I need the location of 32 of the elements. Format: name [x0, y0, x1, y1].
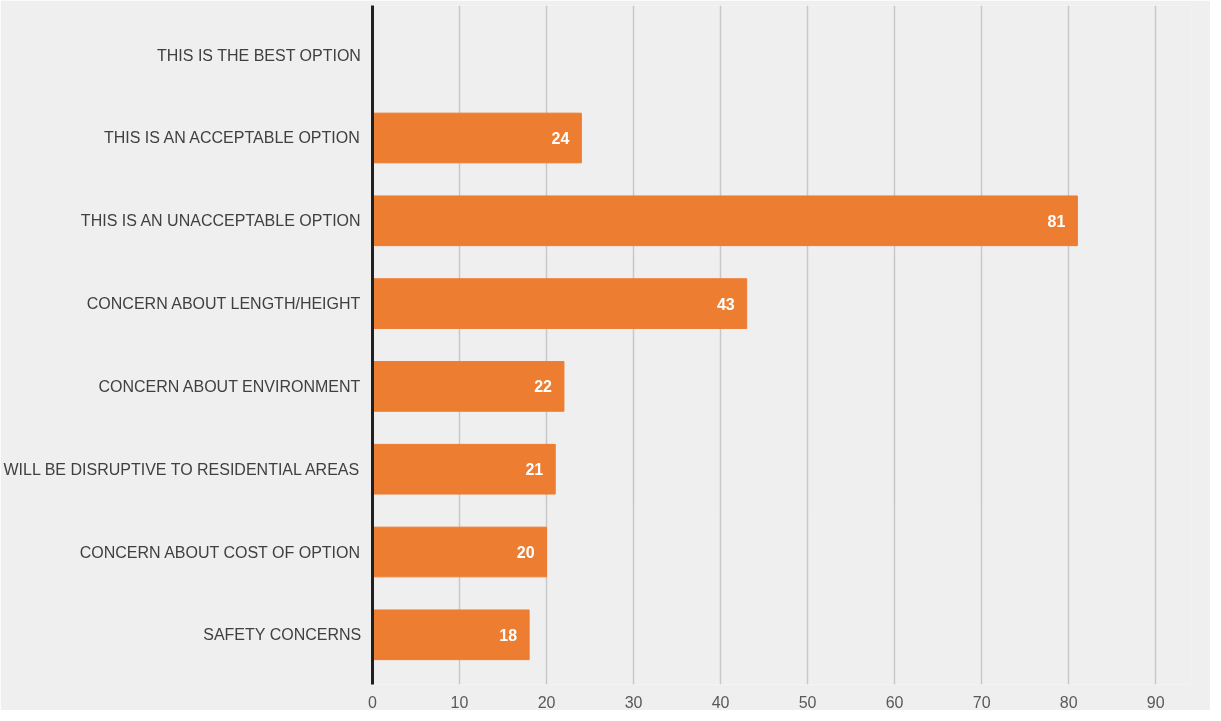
data-label: 24 [551, 129, 570, 147]
bar [372, 443, 556, 495]
y-tick-label: THIS IS THE BEST OPTION [157, 46, 361, 64]
data-label: 21 [525, 461, 544, 479]
bar [372, 361, 565, 412]
x-tick-label: 50 [798, 693, 817, 711]
bar [372, 609, 530, 661]
x-tick-label: 30 [624, 693, 643, 711]
x-tick-label: 40 [711, 693, 730, 711]
y-tick-label: THIS IS AN UNACCEPTABLE OPTION [80, 212, 361, 230]
y-tick-label: THIS IS AN ACCEPTABLE OPTION [103, 129, 360, 147]
x-tick-label: 90 [1146, 693, 1165, 711]
x-tick-label: 0 [368, 693, 378, 711]
data-label: 43 [716, 295, 735, 313]
y-tick-label: CONCERN ABOUT LENGTH/HEIGHT [86, 295, 361, 313]
data-label: 22 [534, 378, 553, 396]
y-tick-label: WILL BE DISRUPTIVE TO RESIDENTIAL AREAS [3, 460, 360, 478]
bar [372, 112, 582, 164]
bar [372, 195, 1078, 247]
data-label: 20 [516, 544, 535, 562]
y-tick-label: CONCERN ABOUT COST OF OPTION [79, 543, 361, 561]
y-tick-label: SAFETY CONCERNS [203, 626, 362, 644]
x-tick-label: 70 [972, 693, 991, 711]
y-tick-label: CONCERN ABOUT ENVIRONMENT [98, 377, 361, 395]
bar [372, 526, 548, 578]
data-label: 81 [1047, 212, 1066, 230]
x-tick-label: 80 [1059, 693, 1078, 711]
x-tick-label: 20 [537, 693, 556, 711]
x-tick-label: 10 [450, 693, 469, 711]
bar [372, 278, 748, 329]
data-label: 18 [499, 626, 518, 644]
x-tick-label: 60 [885, 693, 904, 711]
